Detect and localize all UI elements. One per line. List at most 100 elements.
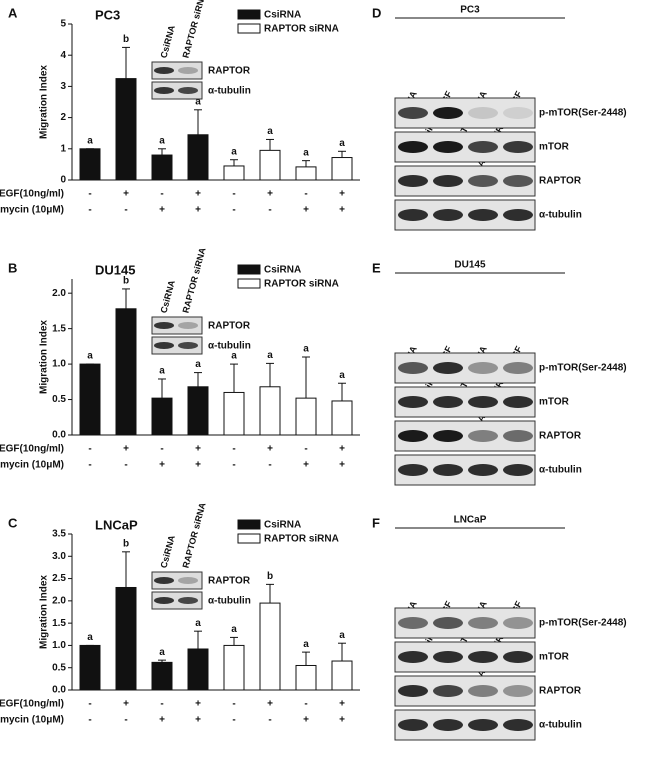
inset-blot — [151, 591, 203, 610]
inset-row-label: RAPTOR — [208, 66, 251, 77]
band — [433, 685, 463, 697]
treatment-mark: - — [160, 699, 163, 710]
legend-label: RAPTOR siRNA — [264, 279, 339, 290]
band — [468, 107, 498, 119]
legend-swatch — [237, 519, 261, 530]
significance-label: b — [123, 276, 129, 287]
band — [398, 651, 428, 663]
inset-column-label: CsiRNA — [159, 534, 177, 569]
y-tick-label: 0.0 — [52, 430, 66, 441]
treatment-mark: + — [303, 460, 309, 471]
band — [468, 209, 498, 221]
band — [468, 464, 498, 476]
treatment-mark: - — [232, 444, 235, 455]
treatment-mark: + — [339, 460, 345, 471]
band — [503, 141, 533, 153]
inset-blot — [151, 61, 203, 80]
inset-blot — [151, 336, 203, 355]
treatment-label: Rapamycin (10μM) — [0, 715, 64, 726]
band — [154, 67, 174, 74]
significance-label: a — [303, 639, 309, 650]
treatment-mark: + — [159, 715, 165, 726]
treatment-mark: + — [303, 715, 309, 726]
y-axis-label: Migration Index — [39, 65, 50, 139]
significance-label: a — [195, 618, 201, 629]
band — [503, 651, 533, 663]
bar — [259, 149, 281, 181]
inset-column-label: RAPTOR siRNA — [181, 501, 208, 569]
band — [178, 597, 198, 604]
panel-letter: F — [372, 515, 380, 530]
significance-label: b — [267, 571, 273, 582]
band — [178, 577, 198, 584]
treatment-mark: - — [124, 460, 127, 471]
treatment-mark: + — [267, 444, 273, 455]
treatment-mark: + — [267, 189, 273, 200]
treatment-mark: + — [339, 699, 345, 710]
inset-column-label: RAPTOR siRNA — [181, 0, 208, 59]
treatment-mark: - — [304, 444, 307, 455]
band — [433, 651, 463, 663]
legend-swatch — [237, 264, 261, 275]
y-tick-label: 1 — [60, 143, 66, 154]
y-axis-label: Migration Index — [39, 320, 50, 394]
legend-swatch — [237, 278, 261, 289]
treatment-mark: + — [195, 460, 201, 471]
treatment-mark: - — [232, 189, 235, 200]
treatment-mark: - — [88, 460, 91, 471]
band — [468, 362, 498, 374]
bar — [331, 157, 353, 181]
inset-blot — [151, 81, 203, 100]
band — [468, 719, 498, 731]
y-tick-label: 0.0 — [52, 685, 66, 696]
treatment-mark: - — [232, 715, 235, 726]
significance-label: b — [123, 538, 129, 549]
band — [398, 396, 428, 408]
band — [433, 464, 463, 476]
y-tick-label: 1.5 — [52, 618, 66, 629]
treatment-mark: - — [304, 189, 307, 200]
y-tick-label: 5 — [60, 19, 66, 30]
treatment-mark: - — [124, 205, 127, 216]
bar — [187, 648, 209, 691]
row-label: mTOR — [539, 142, 570, 153]
significance-label: a — [267, 350, 273, 361]
band — [433, 719, 463, 731]
treatment-label: Rapamycin (10μM) — [0, 205, 64, 216]
band — [398, 617, 428, 629]
bar — [187, 134, 209, 181]
band — [398, 107, 428, 119]
treatment-mark: - — [232, 205, 235, 216]
inset-column-label: CsiRNA — [159, 24, 177, 59]
row-label: mTOR — [539, 652, 570, 663]
y-tick-label: 3 — [60, 81, 66, 92]
band — [468, 396, 498, 408]
significance-label: a — [159, 647, 165, 658]
row-label: α-tubulin — [539, 465, 582, 476]
band — [468, 141, 498, 153]
treatment-mark: + — [123, 189, 129, 200]
bar — [223, 644, 245, 691]
bar — [151, 154, 173, 181]
treatment-mark: - — [232, 460, 235, 471]
inset-row-label: α-tubulin — [208, 596, 251, 607]
band — [433, 396, 463, 408]
y-tick-label: 0.5 — [52, 662, 66, 673]
bar — [223, 391, 245, 436]
band — [178, 342, 198, 349]
band — [503, 362, 533, 374]
inset-blot — [151, 316, 203, 335]
inset-row-label: α-tubulin — [208, 86, 251, 97]
legend-label: CsiRNA — [264, 10, 301, 21]
row-label: mTOR — [539, 397, 570, 408]
bar — [331, 660, 353, 691]
treatment-mark: + — [339, 205, 345, 216]
treatment-mark: - — [88, 205, 91, 216]
band — [503, 464, 533, 476]
band — [503, 396, 533, 408]
row-label: RAPTOR — [539, 176, 582, 187]
treatment-label: EGF(10ng/ml) — [0, 444, 64, 455]
bar — [295, 166, 317, 181]
band — [154, 87, 174, 94]
row-label: p-mTOR(Ser-2448) — [539, 618, 627, 629]
